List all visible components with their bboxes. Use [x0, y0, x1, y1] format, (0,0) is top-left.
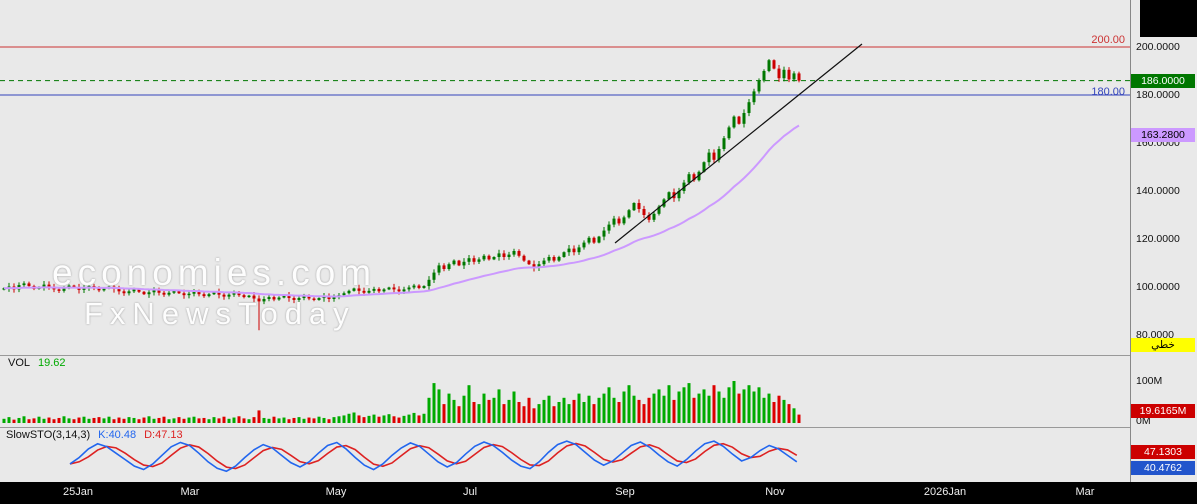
time-axis-label: May	[325, 486, 347, 498]
time-axis-label: 2026Jan	[923, 486, 967, 498]
axis-badge: 163.2800	[1131, 128, 1195, 143]
stochastic-label: SlowSTO(3,14,3)	[6, 429, 91, 441]
resistance-level-label: 200.00	[1091, 34, 1125, 46]
stochastic-pane-header: SlowSTO(3,14,3) K:40.48 D:47.13	[6, 429, 191, 441]
stochastic-layer	[69, 440, 798, 473]
time-axis-label: Sep	[615, 486, 635, 498]
time-axis-label: Mar	[1075, 486, 1095, 498]
candles-layer	[2, 58, 801, 331]
separators-layer	[0, 0, 1131, 482]
price-axis-tick: 140.0000	[1136, 185, 1180, 197]
level-lines-layer	[0, 46, 1130, 96]
volume-axis-tick: 100M	[1136, 375, 1163, 387]
time-axis-label: Jul	[462, 486, 478, 498]
time-axis-label: Mar	[180, 486, 200, 498]
axis-badge: 47.1303	[1131, 445, 1195, 459]
axis-badge: 40.4762	[1131, 461, 1195, 475]
price-axis-tick: 100.0000	[1136, 281, 1180, 293]
top-right-black-panel	[1140, 0, 1197, 37]
axis-badge: 186.0000	[1131, 73, 1195, 88]
volume-value: 19.62	[38, 357, 66, 369]
stochastic-d-value: D:47.13	[144, 429, 183, 441]
price-axis-tick: 200.0000	[1136, 41, 1180, 53]
price-axis-tick: 120.0000	[1136, 233, 1180, 245]
stochastic-k-value: K:40.48	[98, 429, 137, 441]
support-level-label: 180.00	[1091, 86, 1125, 98]
time-axis-label: Nov	[765, 486, 785, 498]
volume-label: VOL	[8, 357, 31, 369]
axis-badge: خطي	[1131, 338, 1195, 352]
time-axis[interactable]: 25Jan Mar May Jul Sep Nov 2026Jan Mar	[0, 482, 1197, 504]
axis-badge: 19.6165M	[1131, 404, 1195, 418]
volume-axis-tick: 0M	[1136, 415, 1151, 427]
volume-pane-header: VOL 19.62	[8, 357, 74, 369]
moving-average-layer	[3, 124, 800, 298]
price-axis-tick: 180.0000	[1136, 89, 1180, 101]
trendline-layer	[614, 43, 863, 244]
volume-layer	[2, 381, 801, 423]
time-axis-label: 25Jan	[63, 486, 93, 498]
